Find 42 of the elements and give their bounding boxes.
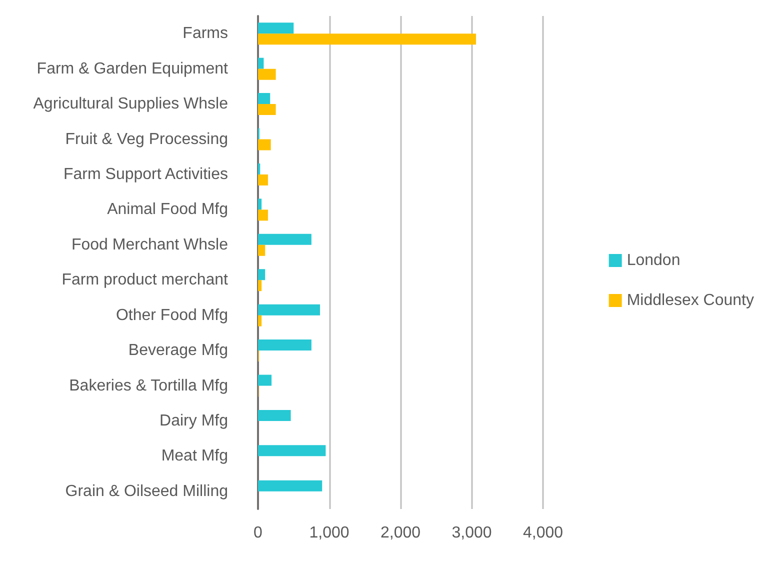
bar	[258, 304, 320, 316]
y-tick-label: Animal Food Mfg	[107, 201, 228, 218]
x-tick-label: 4,000	[522, 524, 564, 542]
bar	[258, 210, 268, 221]
bar	[258, 480, 322, 492]
bar	[258, 68, 276, 80]
legend-label: Middlesex County	[626, 292, 754, 309]
bar	[258, 280, 262, 292]
y-tick-label: Farm Support Activities	[64, 166, 228, 183]
bar	[258, 315, 262, 326]
y-tick-label: Dairy Mfg	[160, 412, 228, 430]
bar	[258, 244, 266, 256]
y-tick-label: Bakeries & Tortilla Mfg	[69, 377, 228, 394]
y-tick-label: Farm & Garden Equipment	[36, 60, 229, 78]
bar	[258, 198, 262, 210]
y-tick-label: Beverage Mfg	[128, 342, 228, 360]
bar	[258, 234, 312, 245]
y-tick-label: Farms	[182, 25, 228, 42]
bar	[258, 58, 264, 69]
y-tick-label: Food Merchant Whsle	[71, 236, 228, 254]
y-tick-label: Grain & Oilseed Milling	[65, 482, 228, 500]
bar	[258, 139, 271, 150]
y-tick-label: Agricultural Supplies Whsle	[33, 96, 228, 113]
bar	[258, 445, 326, 456]
legend-label: London	[626, 252, 680, 269]
x-tick-label: 2,000	[380, 524, 421, 542]
bar	[258, 340, 312, 351]
bar	[258, 104, 276, 116]
x-tick-label: 3,000	[452, 524, 492, 542]
bar	[258, 269, 266, 280]
bar	[258, 34, 476, 45]
x-tick-label: 1,000	[309, 524, 350, 542]
y-tick-label: Fruit & Veg Processing	[65, 130, 228, 148]
bar	[258, 374, 272, 386]
y-tick-label: Meat Mfg	[161, 448, 228, 465]
bar	[258, 22, 294, 34]
y-tick-label: Other Food Mfg	[116, 306, 228, 324]
bar	[258, 410, 291, 421]
bar	[258, 93, 270, 104]
x-tick-label: 0	[254, 524, 263, 542]
bar	[258, 174, 268, 186]
y-tick-label: Farm product merchant	[62, 272, 229, 289]
